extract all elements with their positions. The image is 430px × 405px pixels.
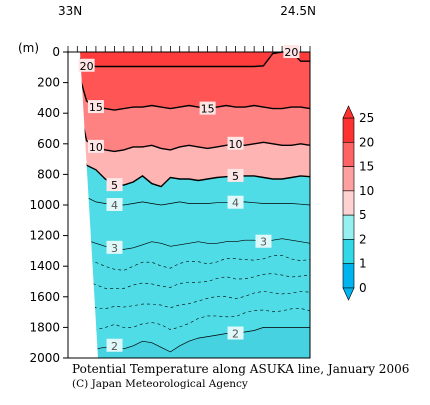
contour-label-bg (227, 326, 244, 340)
contour-label: 2 (111, 340, 118, 353)
colorbar-segment (342, 263, 355, 289)
contour-label-bg (199, 101, 216, 115)
plot-area (67, 46, 311, 359)
contour-label: 3 (111, 242, 118, 255)
colorbar-segment (342, 214, 355, 240)
colorbar-label: 0 (359, 281, 367, 295)
chart-credit: (C) Japan Meteorological Agency (72, 378, 248, 390)
colorbar-segment (342, 239, 355, 265)
y-axis-label: (m) (18, 41, 39, 55)
topography (68, 52, 98, 358)
contour-label: 3 (260, 236, 267, 249)
contour-label: 10 (229, 138, 243, 151)
colorbar-label: 20 (359, 135, 374, 149)
colorbar-bottom-arrow (342, 287, 355, 301)
colorbar-segment (342, 141, 355, 167)
contour-label-bg (106, 198, 123, 211)
contour-line-dashed (67, 53, 311, 271)
contour-label-bg (87, 139, 104, 153)
colorbar-top-arrow (342, 105, 355, 119)
depth-axis: 0 200 400 600 800 1000 1200 1400 1600 1800 2000 (29, 45, 68, 365)
contour-label-bg (87, 100, 104, 114)
y-tick-label: 800 (37, 167, 60, 181)
contour-label-bg (227, 195, 244, 209)
y-tick-label: 200 (37, 76, 60, 90)
y-tick-label: 600 (37, 137, 60, 151)
chart-title: Potential Temperature along ASUKA line, … (72, 362, 410, 376)
colorbar-segment (342, 190, 355, 216)
colorbar-label: 5 (359, 208, 367, 222)
contour-label: 2 (232, 328, 239, 341)
y-tick-label: 1400 (29, 259, 60, 273)
colorbar-label: 10 (359, 184, 374, 198)
band->20 (68, 52, 310, 67)
colorbar-label: 15 (359, 160, 374, 174)
colorbar-label: 25 (359, 111, 374, 125)
y-tick-label: 1800 (29, 320, 60, 334)
contour-label-bg (227, 136, 244, 150)
x-start-label: 33N (58, 4, 82, 18)
contour-label-bg (106, 178, 123, 192)
contour-label: 15 (201, 103, 215, 116)
y-tick-label: 400 (37, 106, 60, 120)
contour-label-bg (283, 45, 300, 58)
contour-label-bg (106, 338, 123, 352)
contour-line-dashed (67, 52, 311, 310)
x-end-label: 24.5N (280, 4, 316, 18)
contour-line-dashed (67, 53, 311, 289)
contour-label: 4 (111, 199, 118, 212)
y-tick-label: 1000 (29, 198, 60, 212)
y-tick-label: 1600 (29, 290, 60, 304)
contour-label: 15 (89, 101, 103, 114)
contour-label-bg (78, 58, 95, 72)
contour-line-10 (67, 51, 311, 153)
contour-label: 20 (80, 60, 94, 73)
contour-line-20 (67, 51, 310, 68)
colorbar-label: 2 (359, 232, 367, 246)
contour-label: 5 (232, 170, 239, 183)
contour-line-15 (67, 51, 311, 111)
colorbar-segment (342, 166, 355, 192)
y-tick-label: 2000 (29, 351, 60, 365)
contour-labels: 20 20 15 15 10 10 5 5 4 4 3 3 2 2 (78, 45, 300, 353)
contour-label: 10 (89, 141, 103, 154)
contour-label: 5 (111, 179, 118, 192)
y-tick-label: 0 (52, 45, 60, 59)
contour-label-bg (255, 234, 272, 248)
contour-label-bg (106, 240, 123, 254)
contour-label: 20 (284, 46, 298, 59)
contour-label: 4 (232, 197, 239, 210)
contour-label-bg (227, 168, 244, 182)
colorbar-label: 1 (359, 257, 367, 271)
y-tick-label: 1200 (29, 229, 60, 243)
colorbar-segment (342, 117, 355, 143)
